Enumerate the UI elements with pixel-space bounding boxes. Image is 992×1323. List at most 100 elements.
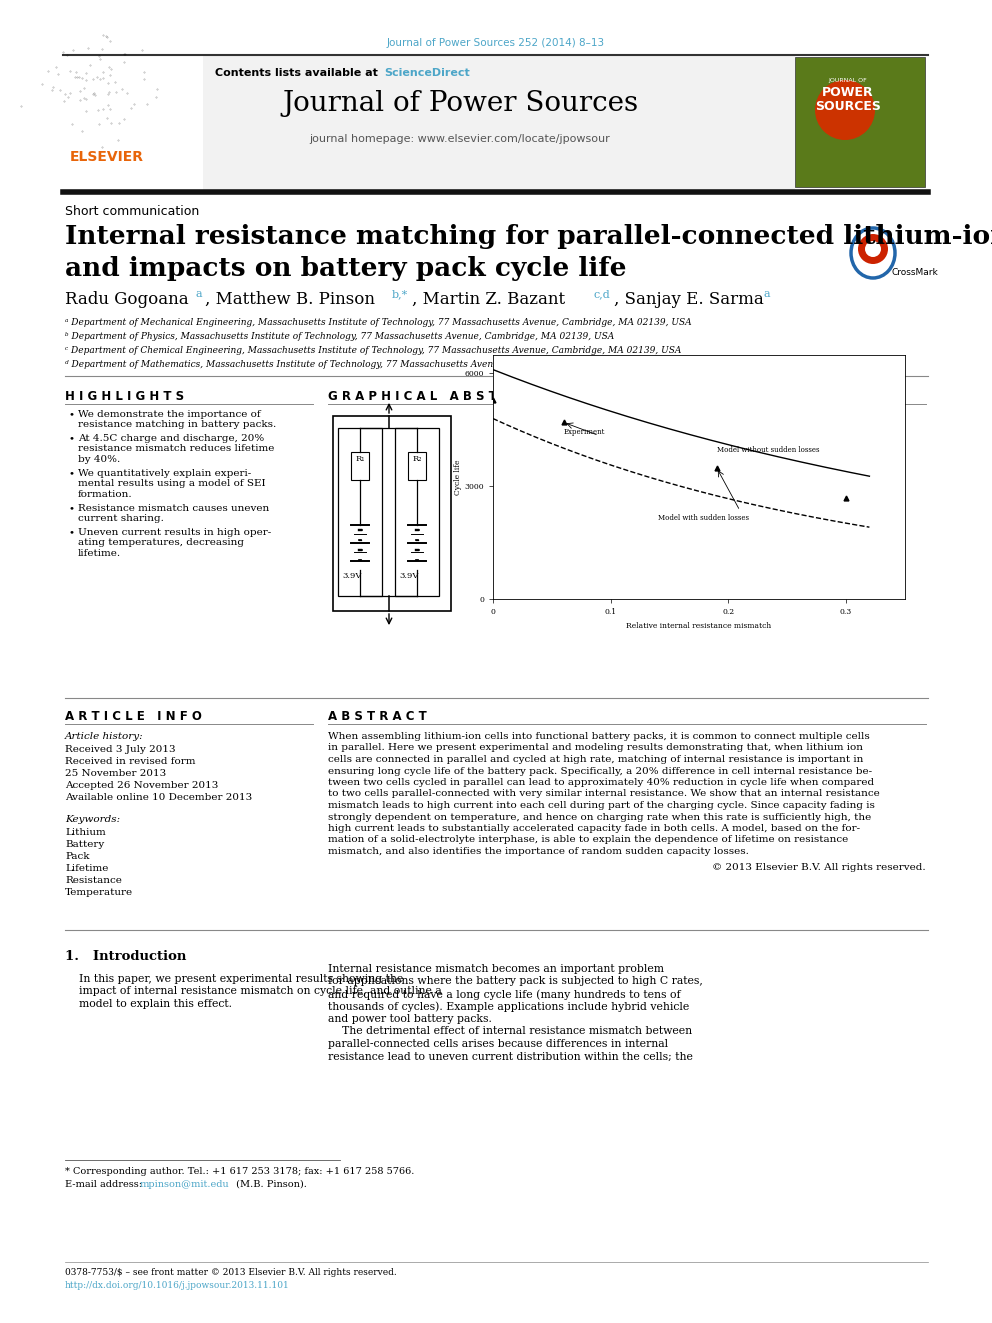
Text: SOURCES: SOURCES (815, 101, 881, 112)
Text: 25 November 2013: 25 November 2013 (65, 769, 167, 778)
Text: ScienceDirect: ScienceDirect (384, 67, 470, 78)
Circle shape (858, 234, 888, 265)
Text: POWER: POWER (822, 86, 874, 99)
Y-axis label: Cycle life: Cycle life (453, 459, 461, 495)
Text: and power tool battery packs.: and power tool battery packs. (328, 1013, 492, 1024)
Text: , Matthew B. Pinson: , Matthew B. Pinson (205, 291, 375, 308)
Text: , Sanjay E. Sarma: , Sanjay E. Sarma (614, 291, 764, 308)
Text: model to explain this effect.: model to explain this effect. (79, 999, 232, 1009)
Circle shape (815, 79, 875, 140)
Text: Received in revised form: Received in revised form (65, 757, 195, 766)
Bar (351, 452, 369, 480)
Text: mismatch leads to high current into each cell during part of the charging cycle.: mismatch leads to high current into each… (328, 800, 875, 810)
Text: © 2013 Elsevier B.V. All rights reserved.: © 2013 Elsevier B.V. All rights reserved… (712, 863, 926, 872)
Text: Available online 10 December 2013: Available online 10 December 2013 (65, 792, 252, 802)
Bar (338, 429, 382, 595)
Text: Resistance mismatch causes uneven
current sharing.: Resistance mismatch causes uneven curren… (78, 504, 269, 524)
Text: Internal resistance mismatch becomes an important problem: Internal resistance mismatch becomes an … (328, 964, 664, 974)
Text: Uneven current results in high oper-
ating temperatures, decreasing
lifetime.: Uneven current results in high oper- ati… (78, 528, 271, 558)
Text: a: a (195, 288, 201, 299)
Text: ᵃ Department of Mechanical Engineering, Massachusetts Institute of Technology, 7: ᵃ Department of Mechanical Engineering, … (65, 318, 691, 327)
Text: and impacts on battery pack cycle life: and impacts on battery pack cycle life (65, 255, 627, 280)
Text: Model with sudden losses: Model with sudden losses (658, 515, 749, 523)
Text: Pack: Pack (65, 852, 89, 861)
Text: •: • (69, 528, 75, 537)
Text: We demonstrate the importance of
resistance matching in battery packs.: We demonstrate the importance of resista… (78, 410, 276, 430)
Text: mismatch, and also identifies the importance of random sudden capacity losses.: mismatch, and also identifies the import… (328, 847, 749, 856)
Text: and required to have a long cycle life (many hundreds to tens of: and required to have a long cycle life (… (328, 990, 681, 1000)
Text: , Martin Z. Bazant: , Martin Z. Bazant (412, 291, 565, 308)
Text: 1.   Introduction: 1. Introduction (65, 950, 186, 963)
Text: Model without sudden losses: Model without sudden losses (716, 446, 819, 455)
Text: resistance lead to uneven current distribution within the cells; the: resistance lead to uneven current distri… (328, 1052, 692, 1061)
Text: When assembling lithium-ion cells into functional battery packs, it is common to: When assembling lithium-ion cells into f… (328, 732, 870, 741)
Text: journal homepage: www.elsevier.com/locate/jpowsour: journal homepage: www.elsevier.com/locat… (310, 134, 610, 144)
Text: Lithium: Lithium (65, 828, 106, 837)
Text: http://dx.doi.org/10.1016/j.jpowsour.2013.11.101: http://dx.doi.org/10.1016/j.jpowsour.201… (65, 1281, 290, 1290)
Text: R₁: R₁ (356, 455, 365, 463)
Text: high current leads to substantially accelerated capacity fade in both cells. A m: high current leads to substantially acce… (328, 824, 860, 833)
Bar (63, 56, 203, 191)
Text: •: • (69, 410, 75, 419)
Text: impact of internal resistance mismatch on cycle life, and outline a: impact of internal resistance mismatch o… (79, 987, 441, 996)
Text: E-mail address:: E-mail address: (65, 1180, 145, 1189)
Text: for applications where the battery pack is subjected to high C rates,: for applications where the battery pack … (328, 976, 703, 987)
Text: We quantitatively explain experi-
mental results using a model of SEI
formation.: We quantitatively explain experi- mental… (78, 468, 266, 499)
Text: Journal of Power Sources: Journal of Power Sources (282, 90, 638, 116)
Text: Accepted 26 November 2013: Accepted 26 November 2013 (65, 781, 218, 790)
Text: At 4.5C charge and discharge, 20%
resistance mismatch reduces lifetime
by 40%.: At 4.5C charge and discharge, 20% resist… (78, 434, 275, 464)
Text: •: • (69, 468, 75, 478)
Text: Experiment: Experiment (563, 427, 605, 435)
Text: JOURNAL OF: JOURNAL OF (828, 78, 867, 83)
Text: 3.9V: 3.9V (399, 572, 419, 579)
Bar (333, 415, 451, 611)
Text: A B S T R A C T: A B S T R A C T (328, 710, 427, 722)
Text: a: a (764, 288, 771, 299)
X-axis label: Relative internal resistance mismatch: Relative internal resistance mismatch (626, 622, 772, 630)
Text: * Corresponding author. Tel.: +1 617 253 3178; fax: +1 617 258 5766.: * Corresponding author. Tel.: +1 617 253… (65, 1167, 415, 1176)
Text: in parallel. Here we present experimental and modeling results demonstrating tha: in parallel. Here we present experimenta… (328, 744, 863, 753)
Text: 3.9V: 3.9V (342, 572, 361, 579)
Text: Temperature: Temperature (65, 888, 133, 897)
Text: ᶜ Department of Chemical Engineering, Massachusetts Institute of Technology, 77 : ᶜ Department of Chemical Engineering, Ma… (65, 347, 682, 355)
Text: ᵇ Department of Physics, Massachusetts Institute of Technology, 77 Massachusetts: ᵇ Department of Physics, Massachusetts I… (65, 332, 614, 341)
Text: 0378-7753/$ – see front matter © 2013 Elsevier B.V. All rights reserved.: 0378-7753/$ – see front matter © 2013 El… (65, 1267, 397, 1277)
Text: strongly dependent on temperature, and hence on charging rate when this rate is : strongly dependent on temperature, and h… (328, 812, 871, 822)
Text: Keywords:: Keywords: (65, 815, 120, 824)
Bar (795, 57, 925, 187)
Text: mation of a solid-electrolyte interphase, is able to explain the dependence of l: mation of a solid-electrolyte interphase… (328, 836, 848, 844)
Text: tween two cells cycled in parallel can lead to approximately 40% reduction in cy: tween two cells cycled in parallel can l… (328, 778, 874, 787)
Text: R₂: R₂ (413, 455, 423, 463)
Text: parallel-connected cells arises because differences in internal: parallel-connected cells arises because … (328, 1039, 669, 1049)
Text: cells are connected in parallel and cycled at high rate, matching of internal re: cells are connected in parallel and cycl… (328, 755, 863, 763)
Text: ensuring long cycle life of the battery pack. Specifically, a 20% difference in : ensuring long cycle life of the battery … (328, 766, 872, 775)
Text: Battery: Battery (65, 840, 104, 849)
Text: Lifetime: Lifetime (65, 864, 108, 873)
Text: Journal of Power Sources 252 (2014) 8–13: Journal of Power Sources 252 (2014) 8–13 (387, 38, 605, 48)
Text: Short communication: Short communication (65, 205, 199, 218)
Text: Internal resistance matching for parallel-connected lithium-ion cells: Internal resistance matching for paralle… (65, 224, 992, 249)
Text: •: • (69, 504, 75, 513)
Text: to two cells parallel-connected with very similar internal resistance. We show t: to two cells parallel-connected with ver… (328, 790, 880, 799)
Text: G R A P H I C A L   A B S T R A C T: G R A P H I C A L A B S T R A C T (328, 390, 549, 404)
Text: A R T I C L E   I N F O: A R T I C L E I N F O (65, 710, 202, 722)
Bar (408, 452, 426, 480)
Text: c,d: c,d (594, 288, 611, 299)
Text: b,*: b,* (392, 288, 409, 299)
Text: (M.B. Pinson).: (M.B. Pinson). (233, 1180, 307, 1189)
Text: The detrimental effect of internal resistance mismatch between: The detrimental effect of internal resis… (328, 1027, 692, 1036)
Text: ELSEVIER: ELSEVIER (70, 149, 144, 164)
Text: mpinson@mit.edu: mpinson@mit.edu (140, 1180, 230, 1189)
Circle shape (865, 241, 881, 257)
Text: •: • (69, 434, 75, 443)
Text: Article history:: Article history: (65, 732, 144, 741)
Text: H I G H L I G H T S: H I G H L I G H T S (65, 390, 185, 404)
Bar (63, 56, 795, 191)
Text: In this paper, we present experimental results showing the: In this paper, we present experimental r… (79, 974, 404, 984)
Text: thousands of cycles). Example applications include hybrid vehicle: thousands of cycles). Example applicatio… (328, 1002, 689, 1012)
Text: ᵈ Department of Mathematics, Massachusetts Institute of Technology, 77 Massachus: ᵈ Department of Mathematics, Massachuset… (65, 360, 640, 369)
Text: Resistance: Resistance (65, 876, 122, 885)
Text: Radu Gogoana: Radu Gogoana (65, 291, 188, 308)
Bar (395, 429, 439, 595)
Text: CrossMark: CrossMark (891, 269, 937, 277)
